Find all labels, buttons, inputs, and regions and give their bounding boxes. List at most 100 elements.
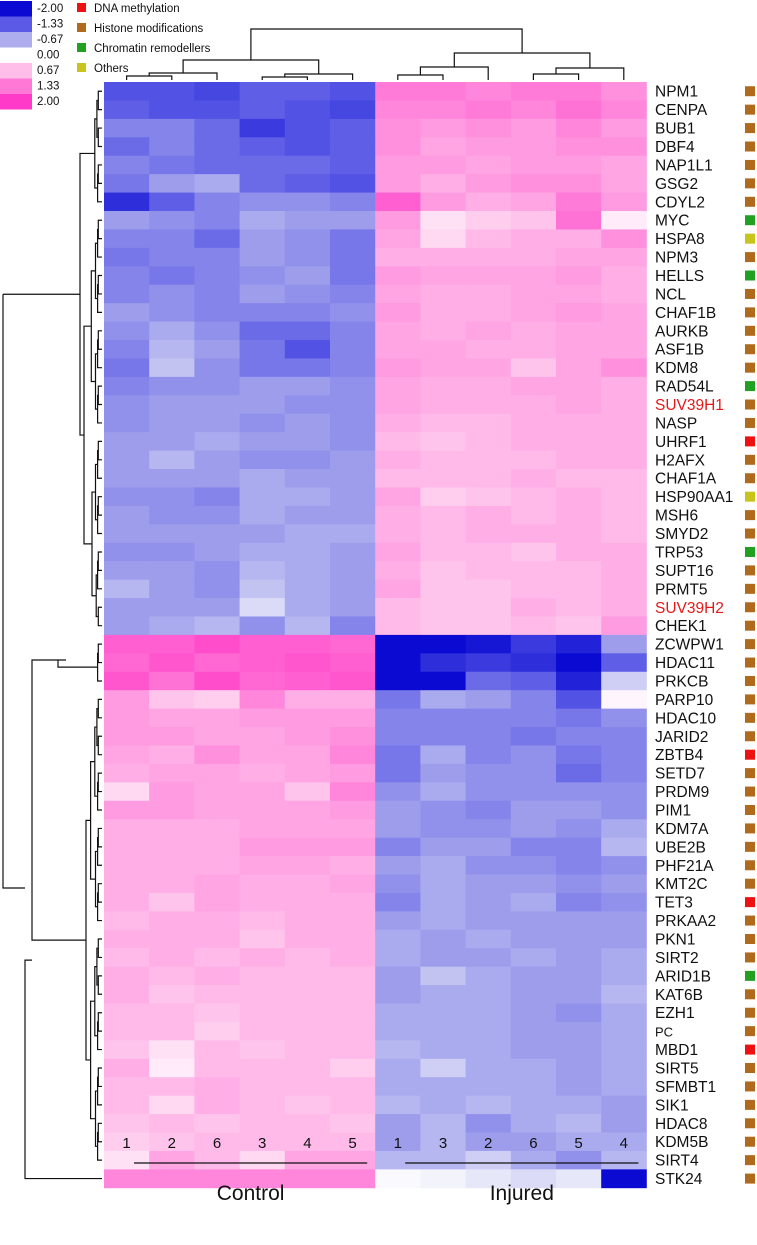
heatmap-cell <box>149 1132 195 1152</box>
heatmap-cell <box>330 1132 376 1152</box>
heatmap-cell <box>420 837 466 857</box>
heatmap-cell <box>330 321 376 341</box>
heatmap-cell <box>510 413 557 433</box>
heatmap-cell <box>420 948 466 968</box>
heatmap-cell <box>556 819 602 839</box>
heatmap-cell <box>239 598 286 617</box>
row-dendrogram-branch <box>97 127 102 148</box>
heatmap-cell <box>556 1114 602 1133</box>
heatmap-cell <box>556 118 602 138</box>
heatmap-cell <box>601 708 647 728</box>
heatmap-cell <box>465 1114 512 1133</box>
heatmap-cell <box>556 266 602 286</box>
heatmap-cell <box>601 874 647 894</box>
heatmap-cell <box>194 911 240 931</box>
heatmap-cell <box>375 763 421 783</box>
heatmap-cell <box>601 469 647 488</box>
heatmap-cell <box>104 874 150 894</box>
heatmap-cell <box>465 358 512 378</box>
category-marker <box>745 731 755 742</box>
row-label-sfmbt1: SFMBT1 <box>655 1079 716 1096</box>
heatmap-cell <box>194 1021 240 1041</box>
heatmap-cell <box>330 487 376 507</box>
heatmap-cell <box>149 413 195 433</box>
heatmap-cell <box>284 100 331 120</box>
heatmap-cell <box>375 985 421 1004</box>
heatmap-cell <box>601 985 647 1004</box>
heatmap-cell <box>330 561 376 581</box>
scale-swatch <box>0 78 32 94</box>
heatmap-cell <box>420 358 466 378</box>
heatmap-cell <box>104 1077 150 1097</box>
heatmap-cell <box>465 211 512 230</box>
heatmap-cell <box>330 1021 376 1041</box>
heatmap-cell <box>420 579 466 599</box>
heatmap-cell <box>104 247 150 267</box>
row-label-kat6b: KAT6B <box>655 987 703 1004</box>
heatmap-cell <box>601 266 647 286</box>
heatmap-cell <box>284 524 331 544</box>
heatmap-cell <box>465 469 512 488</box>
heatmap-cell <box>420 966 466 986</box>
heatmap-cell <box>284 1058 331 1078</box>
heatmap-cell <box>284 948 331 968</box>
category-marker <box>745 196 755 207</box>
heatmap-cell <box>284 155 331 175</box>
heatmap-cell <box>149 469 195 488</box>
heatmap-cell <box>239 985 286 1004</box>
heatmap-cell <box>194 432 240 451</box>
heatmap-cell <box>420 321 466 341</box>
heatmap-cell <box>239 966 286 986</box>
heatmap-cell <box>510 432 557 451</box>
heatmap-cell <box>239 505 286 525</box>
row-label-hdac8: HDAC8 <box>655 1116 708 1133</box>
heatmap-cell <box>239 727 286 746</box>
heatmap-cell <box>375 634 421 654</box>
heatmap-cell <box>420 1040 466 1060</box>
row-label-dbf4: DBF4 <box>655 139 695 156</box>
heatmap-cell <box>556 1095 602 1115</box>
row-label-sik1: SIK1 <box>655 1097 689 1114</box>
heatmap-cell <box>556 1169 602 1189</box>
heatmap-cell <box>239 671 286 691</box>
heatmap-cell <box>194 155 240 175</box>
category-marker <box>745 288 755 299</box>
heatmap-cell <box>194 929 240 949</box>
column-dendrogram <box>125 28 625 80</box>
scale-tick-label: -0.67 <box>37 34 63 46</box>
heatmap-cell <box>510 376 557 396</box>
heatmap-cell <box>420 690 466 710</box>
heatmap-cell <box>465 1132 512 1152</box>
heatmap-cell <box>510 358 557 378</box>
row-label-prmt5: PRMT5 <box>655 581 708 598</box>
row-label-jarid2: JARID2 <box>655 729 708 746</box>
heatmap-cell <box>330 505 376 525</box>
row-dendrogram-branch <box>97 643 102 664</box>
heatmap-cell <box>556 579 602 599</box>
row-label-prdm9: PRDM9 <box>655 784 709 801</box>
row-label-cdyl2: CDYL2 <box>655 194 705 211</box>
heatmap-cell <box>375 892 421 912</box>
heatmap-cell <box>420 82 466 101</box>
row-dendrogram-branch <box>97 274 102 295</box>
heatmap-cell <box>556 671 602 691</box>
heatmap-cell <box>284 782 331 802</box>
heatmap-cell <box>556 966 602 986</box>
heatmap-cell <box>556 247 602 267</box>
heatmap-cell <box>239 82 286 101</box>
heatmap-cell <box>510 763 557 783</box>
heatmap-cell <box>465 911 512 931</box>
heatmap-cell <box>284 82 331 101</box>
column-dendrogram-branch <box>419 66 489 80</box>
heatmap-cell <box>556 745 602 765</box>
heatmap-cell <box>284 856 331 875</box>
row-dendrogram-branch <box>97 883 102 903</box>
heatmap-cell <box>330 966 376 986</box>
heatmap-cell <box>510 800 557 820</box>
category-swatch-dna-methylation <box>77 3 86 12</box>
heatmap-cell <box>104 1132 150 1152</box>
heatmap-cell <box>601 100 647 120</box>
heatmap-cell <box>465 1021 512 1041</box>
heatmap-cell <box>601 1058 647 1078</box>
heatmap-cell <box>601 542 647 562</box>
